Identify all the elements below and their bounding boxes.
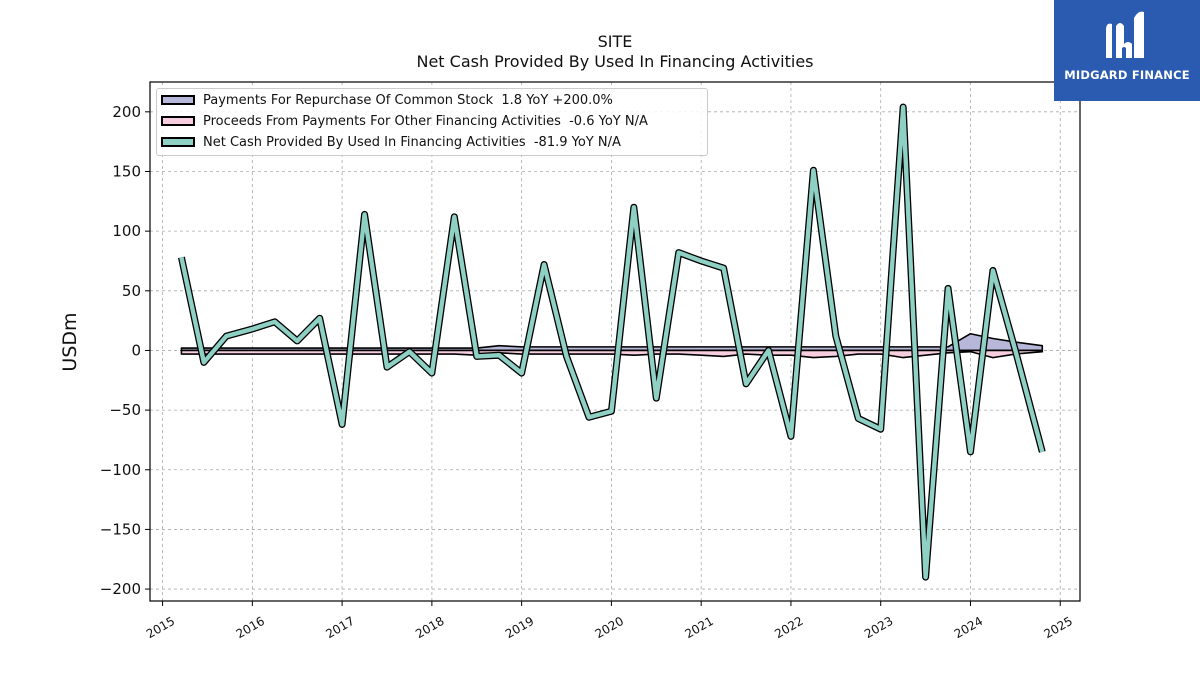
- legend-item-repurchase: Payments For Repurchase Of Common Stock …: [161, 91, 613, 109]
- legend-swatch-repurchase: [161, 95, 195, 105]
- series-layer: [177, 103, 1046, 581]
- x-tick-label: 2023: [862, 614, 895, 641]
- series-line-2: [179, 104, 1045, 580]
- y-tick-label: 150: [112, 162, 141, 180]
- legend-label-other-financing: Proceeds From Payments For Other Financi…: [203, 113, 648, 129]
- series-area-1: [180, 349, 1044, 359]
- x-tick-label: 2024: [952, 614, 985, 641]
- brand-logo: MIDGARD FINANCE: [1054, 0, 1200, 101]
- plot-frame: [149, 81, 1081, 602]
- y-tick-label: 50: [122, 282, 141, 300]
- y-tick-label: −200: [100, 580, 141, 598]
- y-tick-label: 100: [112, 222, 141, 240]
- x-tick-label: 2018: [413, 614, 446, 641]
- y-tick-label: −50: [109, 401, 141, 419]
- chart-subtitle: Net Cash Provided By Used In Financing A…: [416, 52, 814, 71]
- y-tick-label: −100: [100, 461, 141, 479]
- midgard-monogram-icon: [1106, 11, 1144, 59]
- x-tick-label: 2016: [234, 614, 267, 641]
- chart-title: SITE: [597, 32, 633, 51]
- legend-swatch-net-cash: [161, 137, 195, 147]
- legend-label-net-cash: Net Cash Provided By Used In Financing A…: [203, 134, 621, 150]
- legend-item-net-cash: Net Cash Provided By Used In Financing A…: [161, 133, 621, 151]
- y-axis-label: USDm: [59, 312, 81, 371]
- x-tick-label: 2021: [682, 614, 715, 641]
- legend-label-repurchase: Payments For Repurchase Of Common Stock …: [203, 92, 613, 108]
- x-tick-label: 2025: [1042, 614, 1075, 641]
- y-tick-label: −150: [100, 520, 141, 538]
- y-tick-label: 200: [112, 103, 141, 121]
- legend: Payments For Repurchase Of Common Stock …: [156, 88, 708, 156]
- x-tick-label: 2017: [323, 614, 356, 641]
- y-tick-label: 0: [131, 341, 141, 359]
- legend-swatch-other-financing: [161, 116, 195, 126]
- x-tick-label: 2015: [144, 614, 177, 641]
- brand-name: MIDGARD FINANCE: [1064, 68, 1190, 82]
- x-tick-label: 2019: [503, 614, 536, 641]
- legend-item-other-financing: Proceeds From Payments For Other Financi…: [161, 112, 648, 130]
- x-tick-label: 2022: [772, 614, 805, 641]
- x-tick-label: 2020: [593, 614, 626, 641]
